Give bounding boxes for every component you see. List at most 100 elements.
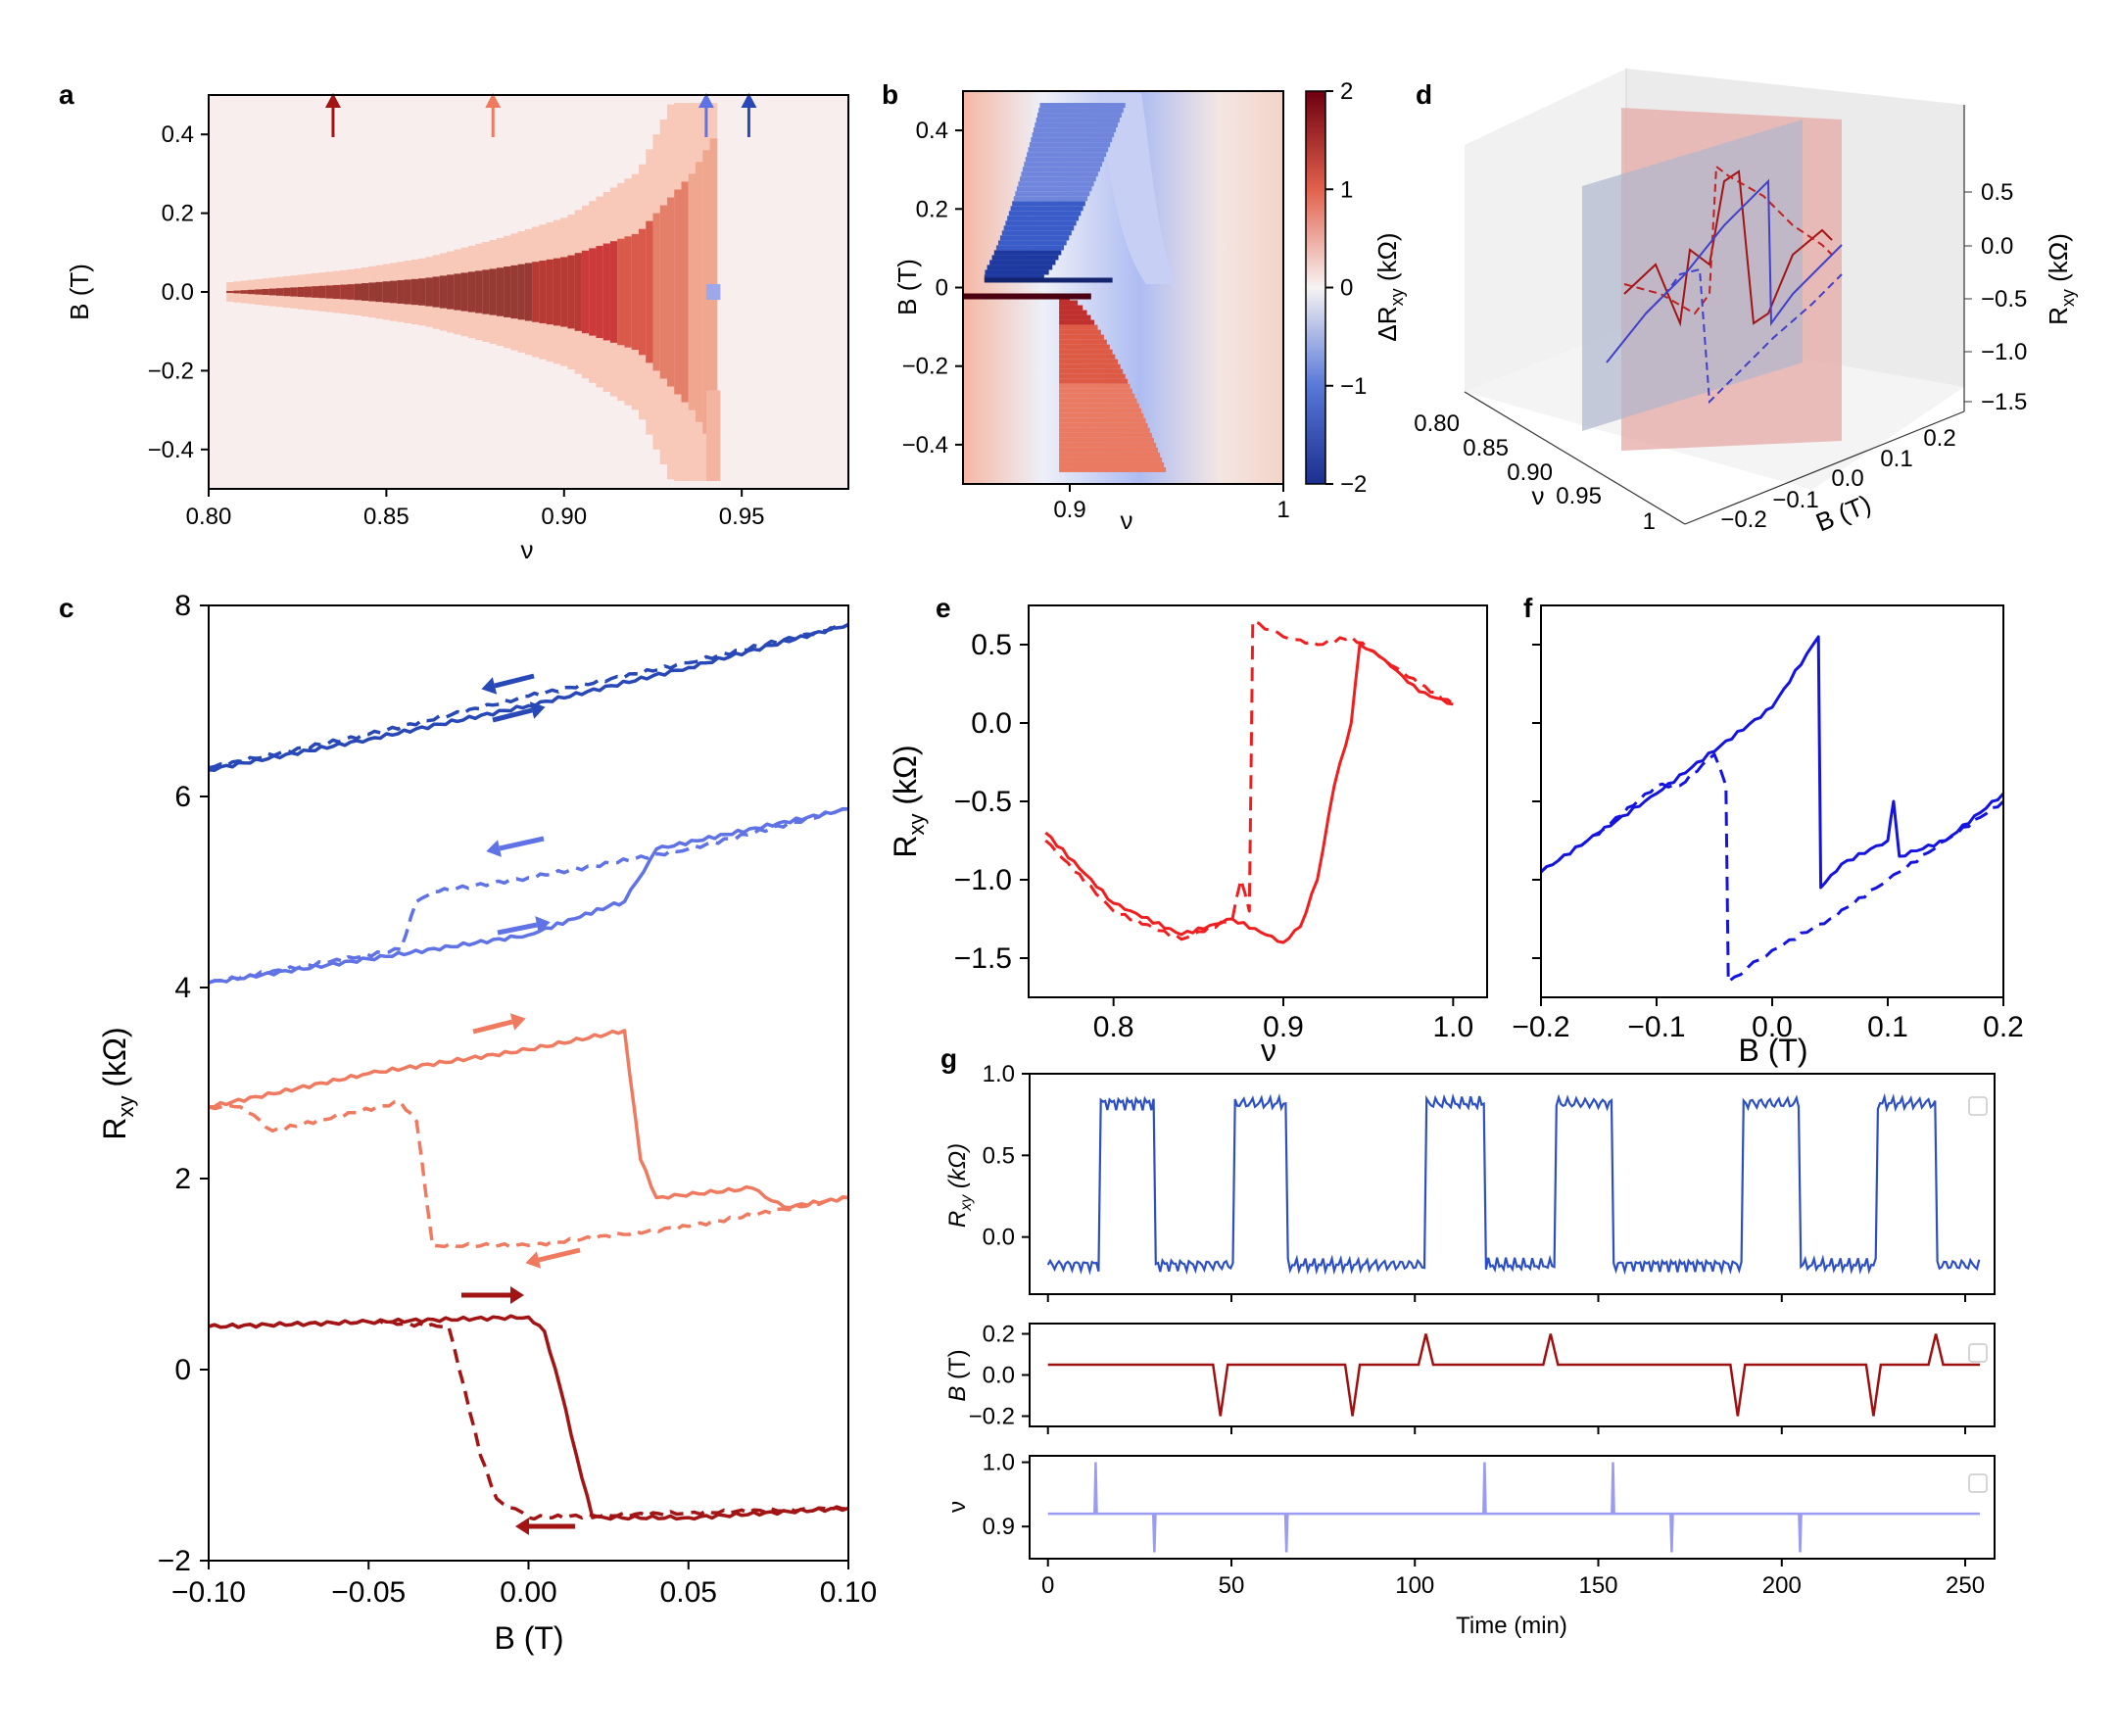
- panel-a-core-cell: [447, 274, 455, 310]
- panel-b-red-cell: [1059, 363, 1121, 369]
- panel-a-core-cell: [596, 245, 604, 339]
- panel-d-b-tick-label: 0.1: [1880, 446, 1912, 472]
- panel-a-arrow-head: [741, 93, 757, 108]
- panel-b-red-cell: [1059, 466, 1167, 472]
- panel-a-core-cell: [524, 263, 533, 321]
- panel-b-red-cell: [1059, 437, 1155, 443]
- panel-g-b-y-tick-label: 0.0: [983, 1363, 1015, 1389]
- panel-g-lines: [1046, 1092, 1981, 1553]
- panel-g-x-tick-label: 200: [1762, 1572, 1802, 1599]
- panel-b-blue-cell: [1008, 211, 1082, 217]
- panel-a-arrow-head: [324, 93, 341, 108]
- panel-a-core-cell: [567, 255, 576, 329]
- panel-a-y-tick-label: 0.0: [162, 279, 194, 306]
- panel-d-b-axis: [1684, 410, 1965, 525]
- panel-b-red-cell: [1059, 349, 1113, 355]
- panel-b-colorbar-tick-label: 2: [1340, 78, 1353, 105]
- panel-a-core-cell: [510, 265, 519, 319]
- panel-b-blue-cell: [1031, 137, 1113, 143]
- panel-b-red-cell: [1059, 388, 1132, 394]
- panel-c-series-line: [208, 1029, 849, 1210]
- panel-a-edge-cell: [705, 390, 721, 481]
- panel-g-rxy-y-tick-label: 0.5: [983, 1142, 1015, 1169]
- panel-g-y-label-nu: ν: [944, 1501, 971, 1513]
- panel-g-rxy-line: [1046, 1092, 1981, 1276]
- panel-g-axes-b: [1029, 1323, 1996, 1427]
- panel-d-nu-tick-label: 1: [1643, 508, 1656, 535]
- panel-a-core-cell: [666, 197, 675, 387]
- panel-a-core-cell: [361, 283, 369, 301]
- panel-b-red-cell: [1059, 329, 1101, 335]
- panel-g-legend-box-3: [1968, 1473, 1988, 1493]
- panel-a-core-cell: [375, 281, 384, 303]
- panel-a-core-cell: [460, 272, 469, 312]
- panel-a-core-cell: [560, 257, 568, 327]
- panel-b-blue-cell: [1025, 157, 1105, 163]
- panel-f-series-line: [1539, 752, 2005, 984]
- panel-c-arrow-head: [535, 916, 551, 934]
- panel-a-core-cell: [255, 289, 263, 295]
- panel-c-arrow-head: [510, 1286, 524, 1304]
- panel-b-red-cell: [1059, 300, 1079, 306]
- panel-d: 0.5 0.0 −0.5 −1.0 −1.5 0.800.850.900.95 1 −0.2−…: [1414, 69, 2078, 537]
- panel-b-blue-cell: [1028, 147, 1109, 153]
- panel-a-core-cell: [347, 284, 356, 300]
- panel-d-z-tick-label: −1.0: [1981, 339, 2027, 365]
- panel-b-red-cell: [1059, 324, 1098, 330]
- panel-d-blue-dashed: [1645, 267, 1843, 405]
- panel-b-red-cell: [1059, 461, 1165, 467]
- panel-a-core-cell: [332, 284, 341, 300]
- panel-b-colorbar-tick-label: 0: [1340, 275, 1353, 302]
- panel-b-red-cell: [1059, 305, 1083, 311]
- panel-a-core-cell: [617, 238, 625, 346]
- panel-a-core-cell: [397, 280, 406, 304]
- panel-c-y-tick-label: 6: [174, 781, 191, 813]
- panel-c-y-tick-label: 0: [174, 1354, 191, 1386]
- panel-a-core-cell: [574, 253, 583, 331]
- panel-a-core-cell: [489, 268, 498, 315]
- panel-b-blue-ridge: [1097, 93, 1176, 284]
- panel-b-red-cell: [1059, 373, 1126, 379]
- panel-a-y-ticks: 0.4 0.2 0.0 −0.2 −0.4: [148, 121, 209, 463]
- panel-a-heatmap: [226, 103, 721, 481]
- panel-a-y-tick-label: 0.2: [162, 201, 194, 227]
- panel-b-red-cell: [1059, 354, 1116, 360]
- panel-b-red-cell: [1059, 334, 1104, 340]
- panel-b-blue-cell: [1033, 127, 1117, 133]
- panel-b-colorbar-label: ΔRxy (kΩ): [1372, 232, 1407, 341]
- panel-b-blue-cell: [985, 269, 1049, 275]
- panel-f-x-tick-label: 0.2: [1983, 1011, 2024, 1043]
- panel-a-core-cell: [340, 284, 348, 300]
- panel-a-core-cell: [240, 290, 249, 294]
- panel-label-d: d: [1416, 79, 1432, 110]
- panel-a-core-cell: [532, 262, 540, 322]
- panel-a-arrows: [324, 93, 757, 137]
- panel-label-g: g: [940, 1043, 957, 1074]
- panel-c-y-ticks: 8 6 4 2 0 −2: [158, 590, 209, 1577]
- panel-e-y-tick-label: −1.0: [954, 864, 1012, 896]
- panel-a-core-cell: [410, 278, 419, 306]
- panel-b-red-cell: [1059, 442, 1157, 448]
- panel-a-core-cell: [312, 286, 319, 298]
- panel-a-core-cell: [290, 287, 299, 297]
- panel-c-x-tick-label: 0.05: [660, 1576, 717, 1609]
- panel-g-x-tick-label: 0: [1041, 1572, 1054, 1599]
- panel-d-z-tick-label: −0.5: [1981, 286, 2027, 313]
- panel-c-arrow: [492, 707, 533, 723]
- panel-g-x-label: Time (min): [1456, 1613, 1567, 1639]
- panel-b-y-tick-label: 0.2: [916, 196, 948, 222]
- panel-e-y-tick-label: −1.5: [954, 942, 1012, 975]
- panel-e-x-tick-label: 0.8: [1093, 1011, 1134, 1043]
- panel-d-blue-plane: [1582, 120, 1803, 431]
- panel-a-core-cell: [390, 280, 398, 304]
- panel-b-blue-cell: [1019, 176, 1096, 182]
- panel-b-red-cell: [1059, 447, 1159, 453]
- panel-f-y-ticks: [1532, 644, 1541, 959]
- panel-a-core-cell: [631, 233, 640, 351]
- panel-a-x-tick-label: 0.85: [363, 504, 409, 530]
- panel-a-core-cell: [318, 285, 327, 299]
- panel-b-blue-cell: [1039, 103, 1126, 109]
- panel-c-x-ticks: −0.10 −0.05 0.00 0.05 0.10: [171, 1561, 877, 1609]
- panel-a-arrow-head: [485, 93, 502, 108]
- panel-c-arrow-head: [525, 1251, 542, 1269]
